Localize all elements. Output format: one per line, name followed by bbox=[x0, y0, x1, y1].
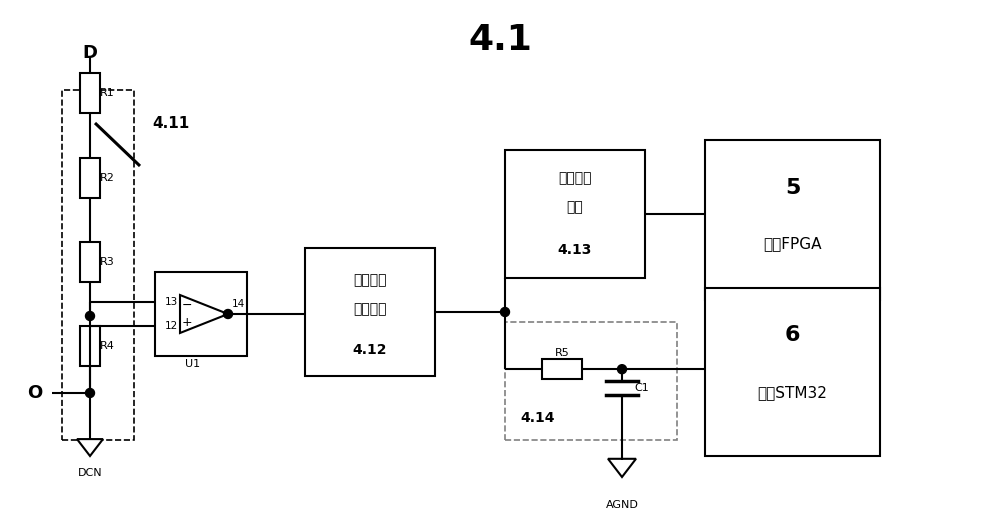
Bar bbox=[62, 90, 134, 440]
Text: AGND: AGND bbox=[606, 500, 638, 510]
Text: 13: 13 bbox=[165, 297, 178, 307]
Text: 单元STM32: 单元STM32 bbox=[758, 385, 827, 400]
Text: R1: R1 bbox=[100, 88, 114, 98]
Text: R2: R2 bbox=[100, 173, 114, 183]
Bar bbox=[80, 158, 100, 198]
Circle shape bbox=[501, 307, 510, 316]
Text: 6: 6 bbox=[785, 325, 800, 345]
Bar bbox=[505, 150, 645, 278]
Text: +: + bbox=[182, 316, 192, 329]
Text: −: − bbox=[182, 299, 192, 312]
Polygon shape bbox=[180, 295, 228, 333]
Bar bbox=[80, 242, 100, 282]
Text: 线性光耦: 线性光耦 bbox=[353, 273, 387, 287]
Text: D: D bbox=[82, 44, 98, 62]
Text: 14: 14 bbox=[232, 299, 245, 309]
Text: R3: R3 bbox=[100, 257, 114, 267]
Text: DCN: DCN bbox=[78, 468, 102, 478]
Polygon shape bbox=[608, 459, 636, 477]
Bar bbox=[80, 326, 100, 366]
Bar bbox=[705, 288, 880, 456]
Circle shape bbox=[86, 389, 94, 398]
Text: 滨环比较: 滨环比较 bbox=[558, 171, 592, 185]
Text: R5: R5 bbox=[555, 348, 569, 358]
Bar bbox=[505, 322, 677, 440]
Text: 4.14: 4.14 bbox=[520, 411, 554, 425]
Text: 5: 5 bbox=[785, 178, 800, 198]
Circle shape bbox=[618, 365, 626, 374]
Bar bbox=[705, 140, 880, 300]
Circle shape bbox=[224, 309, 233, 318]
Text: 12: 12 bbox=[165, 321, 178, 331]
Polygon shape bbox=[77, 439, 103, 456]
Text: 4.12: 4.12 bbox=[353, 343, 387, 357]
Circle shape bbox=[86, 312, 94, 320]
Bar bbox=[305, 248, 435, 376]
Text: U1: U1 bbox=[185, 359, 200, 369]
Text: 4.1: 4.1 bbox=[468, 23, 532, 57]
Bar bbox=[155, 272, 247, 356]
Bar bbox=[80, 73, 100, 113]
Text: O: O bbox=[27, 384, 43, 402]
Text: 4.11: 4.11 bbox=[152, 116, 189, 130]
Text: 4.13: 4.13 bbox=[558, 243, 592, 257]
Bar bbox=[542, 359, 582, 379]
Text: 隔离电路: 隔离电路 bbox=[353, 303, 387, 316]
Text: 电路: 电路 bbox=[567, 201, 583, 214]
Text: R4: R4 bbox=[100, 341, 114, 351]
Text: 单元FPGA: 单元FPGA bbox=[763, 237, 822, 251]
Text: C1: C1 bbox=[634, 383, 649, 393]
